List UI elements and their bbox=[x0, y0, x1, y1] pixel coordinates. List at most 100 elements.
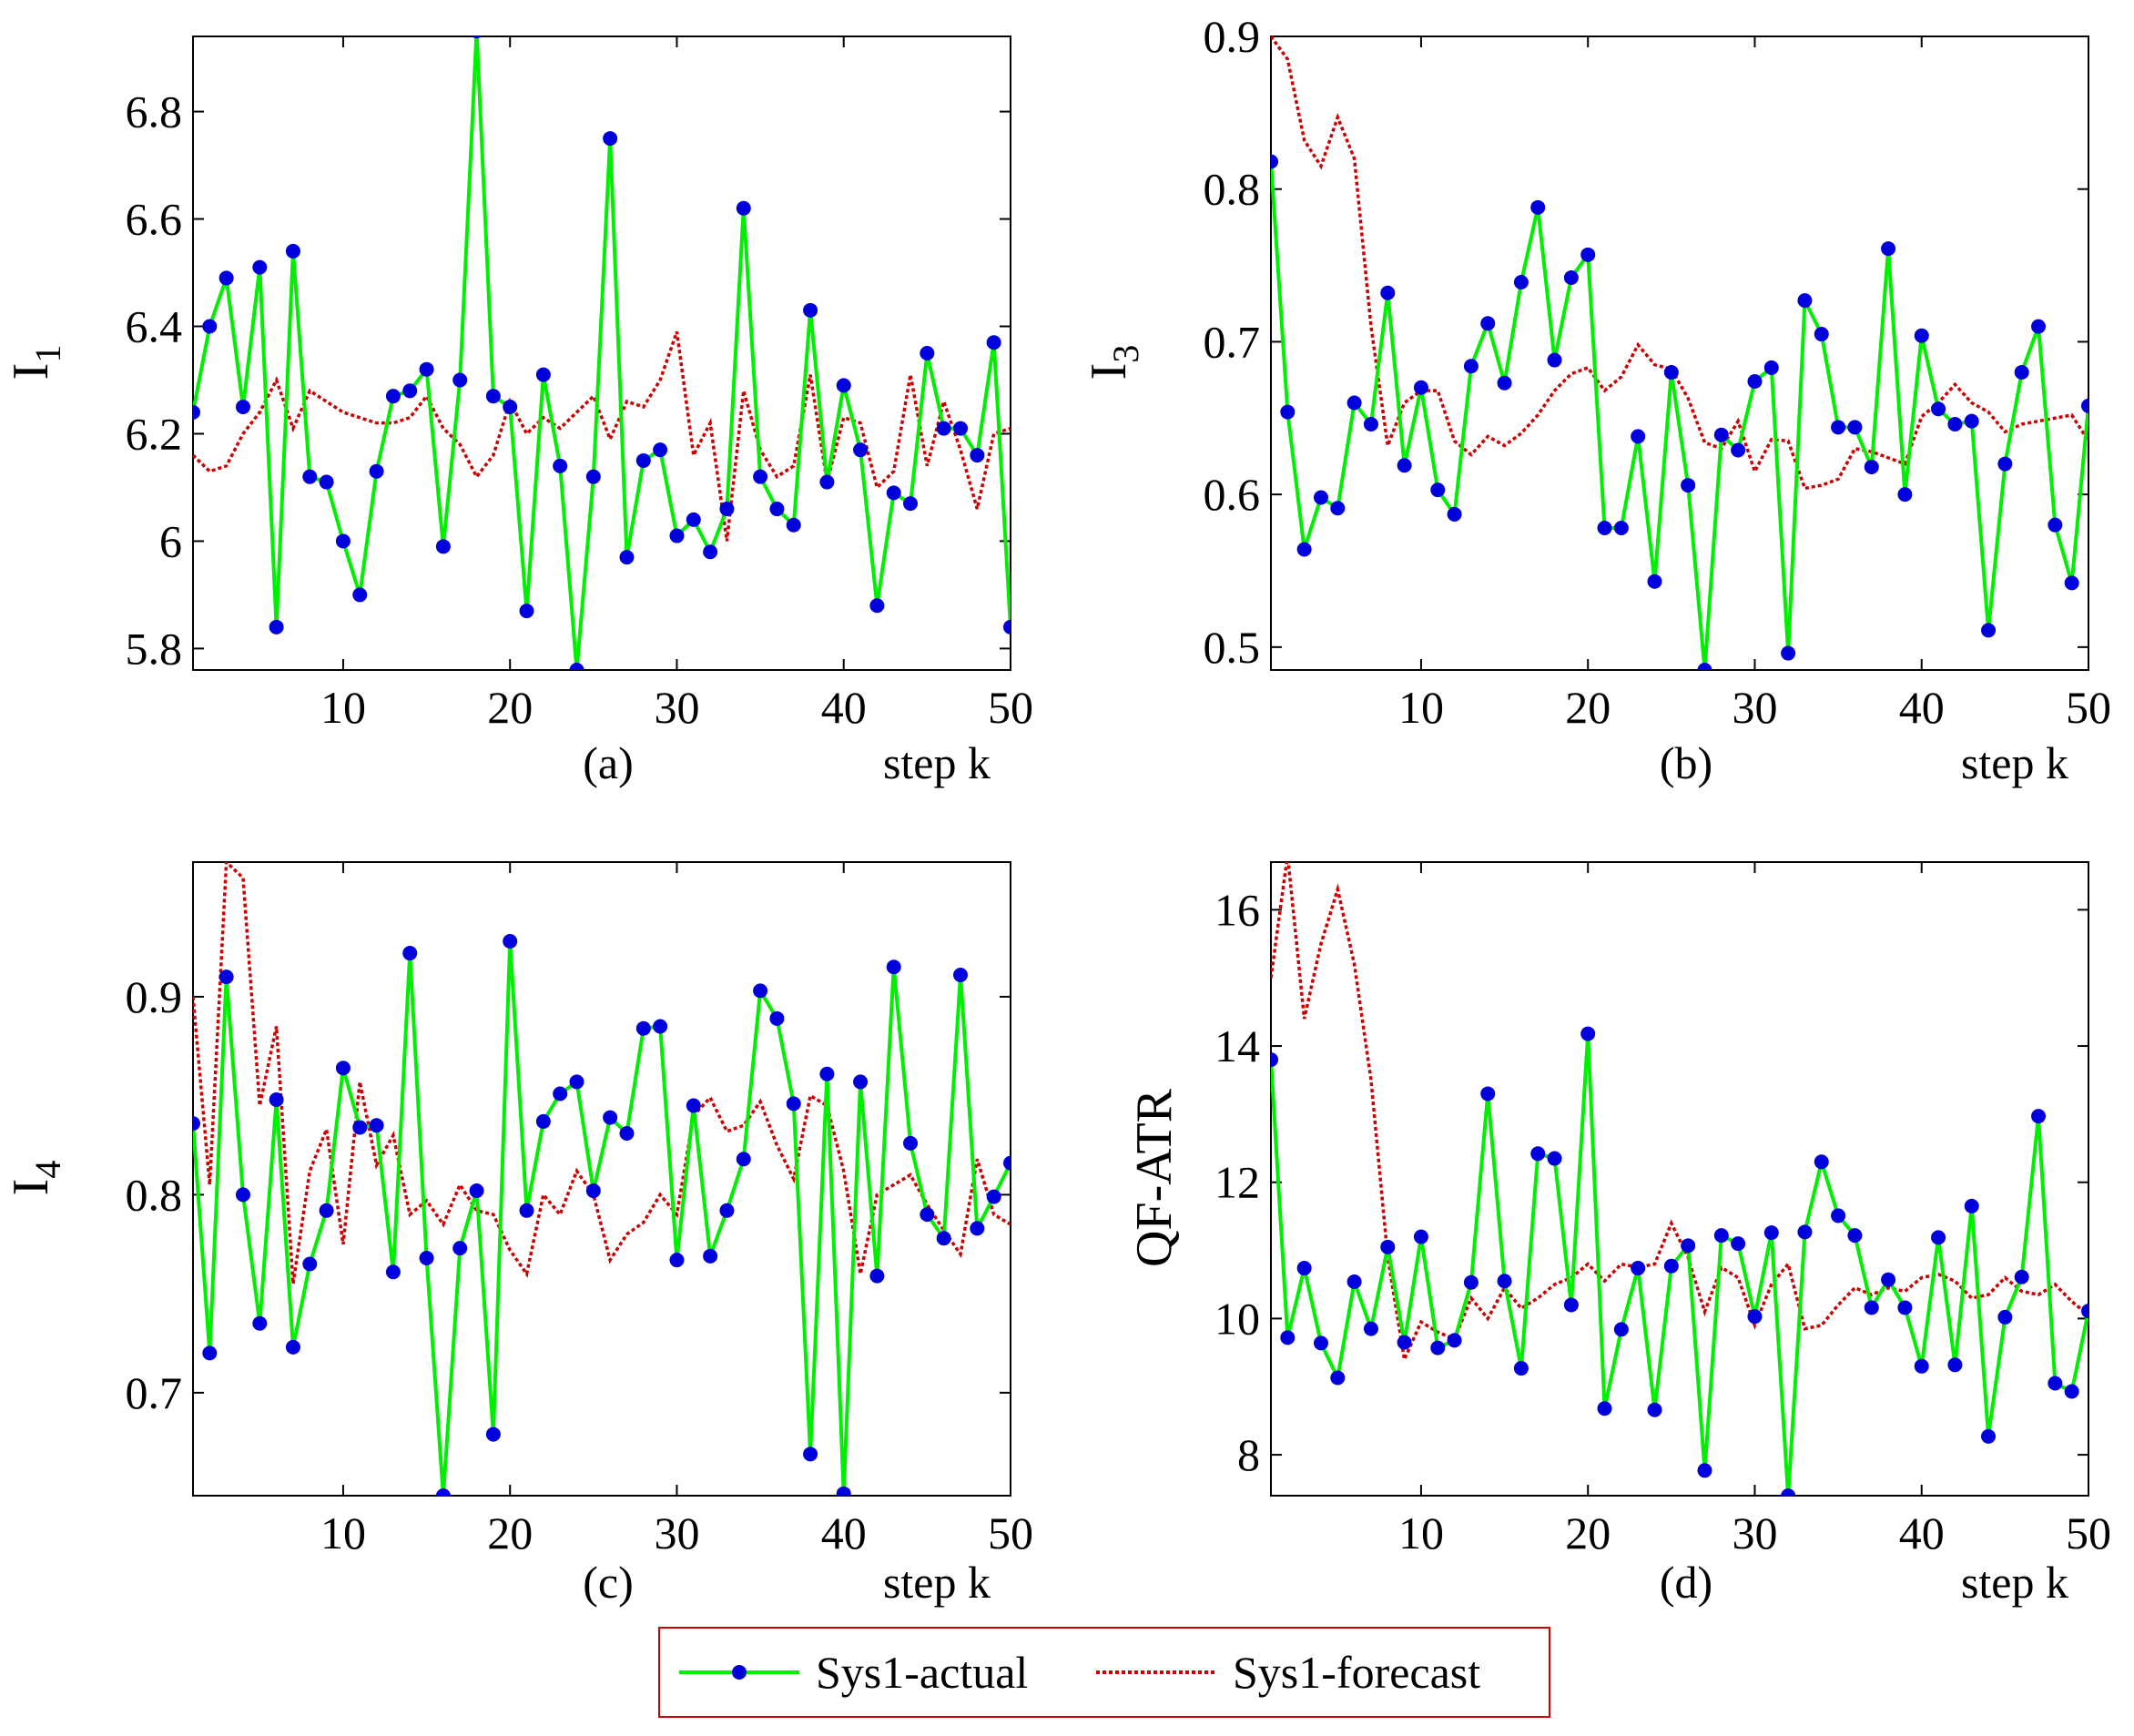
actual-point-b bbox=[1380, 285, 1396, 300]
actual-point-d bbox=[1363, 1321, 1378, 1336]
xtick-label-b: 10 bbox=[1398, 682, 1444, 733]
actual-point-d bbox=[1864, 1300, 1879, 1315]
axes-box-d bbox=[1270, 861, 2089, 1497]
actual-point-d bbox=[1763, 1225, 1779, 1241]
actual-point-b bbox=[1647, 574, 1662, 589]
actual-point-d bbox=[1597, 1401, 1612, 1416]
actual-point-c bbox=[686, 1098, 701, 1113]
actual-point-a bbox=[753, 469, 768, 484]
actual-point-a bbox=[803, 302, 818, 318]
actual-point-d bbox=[1747, 1309, 1763, 1325]
actual-point-d bbox=[1330, 1370, 1346, 1386]
actual-point-a bbox=[235, 399, 250, 414]
xtick-label-c: 50 bbox=[988, 1508, 1033, 1558]
actual-point-c bbox=[886, 959, 901, 975]
legend-actual-marker bbox=[732, 1665, 747, 1680]
series-group-b bbox=[1271, 36, 2088, 670]
actual-point-b bbox=[1497, 375, 1512, 391]
actual-point-a bbox=[669, 528, 685, 543]
xtick-label-b: 30 bbox=[1732, 682, 1777, 733]
legend-actual-label: Sys1-actual bbox=[816, 1647, 1028, 1698]
actual-point-b bbox=[1547, 352, 1562, 368]
actual-point-d bbox=[1271, 1052, 1278, 1068]
xtick-label-b: 40 bbox=[1899, 682, 1945, 733]
xtick-label-d: 20 bbox=[1565, 1508, 1611, 1558]
ytick-label-c: 0.7 bbox=[126, 1367, 183, 1418]
xtick-label-a: 10 bbox=[320, 682, 366, 733]
panel-d-label: (d) bbox=[1660, 1557, 1712, 1608]
xtick-label-a: 50 bbox=[988, 682, 1033, 733]
ytick-label-b: 0.8 bbox=[1204, 164, 1261, 215]
actual-point-c bbox=[936, 1231, 951, 1246]
actual-point-b bbox=[1763, 360, 1779, 375]
actual-point-d bbox=[1781, 1488, 1796, 1496]
actual-point-a bbox=[719, 502, 735, 517]
actual-point-d bbox=[1931, 1230, 1946, 1245]
actual-point-b bbox=[1296, 542, 1312, 557]
xtick-label-c: 20 bbox=[487, 1508, 533, 1558]
actual-point-a bbox=[703, 544, 718, 560]
panel-b-ylabel: I3 bbox=[1081, 345, 1146, 381]
actual-point-c bbox=[319, 1203, 334, 1218]
actual-point-c bbox=[803, 1447, 818, 1462]
actual-point-b bbox=[1747, 374, 1763, 390]
actual-point-c bbox=[953, 967, 969, 982]
actual-point-c bbox=[519, 1203, 534, 1218]
actual-point-b bbox=[1530, 199, 1546, 215]
actual-point-a bbox=[535, 367, 551, 382]
actual-point-a bbox=[819, 474, 835, 490]
actual-point-b bbox=[1413, 380, 1428, 395]
panel-a: I1 (a) step k bbox=[3, 345, 991, 788]
ytick-label-d: 14 bbox=[1214, 1020, 1260, 1071]
actual-point-d bbox=[1731, 1236, 1746, 1252]
actual-point-c bbox=[736, 1152, 751, 1167]
actual-point-d bbox=[2048, 1376, 2063, 1391]
actual-point-a bbox=[452, 372, 468, 388]
xtick-label-d: 40 bbox=[1899, 1508, 1945, 1558]
ytick-label-a: 6.2 bbox=[126, 408, 183, 459]
actual-point-b bbox=[1363, 416, 1378, 431]
actual-point-c bbox=[553, 1086, 568, 1101]
actual-point-b bbox=[2048, 517, 2063, 533]
actual-point-c bbox=[970, 1221, 985, 1236]
actual-point-c bbox=[352, 1120, 368, 1135]
actual-point-b bbox=[1271, 154, 1278, 169]
actual-point-b bbox=[1597, 521, 1612, 536]
actual-point-c bbox=[819, 1066, 835, 1081]
actual-line-c bbox=[193, 940, 1011, 1496]
actual-point-a bbox=[285, 243, 300, 259]
actual-point-d bbox=[1713, 1228, 1729, 1244]
actual-point-b bbox=[2064, 575, 2079, 591]
ytick-label-b: 0.5 bbox=[1204, 622, 1261, 673]
ytick-label-a: 6.6 bbox=[126, 194, 183, 245]
actual-point-a bbox=[503, 399, 518, 414]
xtick-label-a: 30 bbox=[654, 682, 699, 733]
actual-point-b bbox=[1397, 458, 1412, 473]
actual-point-a bbox=[435, 539, 451, 554]
actual-point-a bbox=[569, 663, 584, 670]
panel-b-xlabel: step k bbox=[1961, 737, 2068, 788]
actual-point-d bbox=[1480, 1086, 1496, 1101]
actual-point-d bbox=[1530, 1146, 1546, 1162]
forecast-line-d bbox=[1271, 862, 2088, 1365]
actual-point-d bbox=[1613, 1322, 1629, 1337]
xtick-label-d: 50 bbox=[2066, 1508, 2111, 1558]
actual-point-a bbox=[419, 361, 434, 377]
panel-c-label: (c) bbox=[583, 1557, 634, 1608]
xtick-label-c: 40 bbox=[821, 1508, 867, 1558]
actual-point-d bbox=[1563, 1297, 1579, 1313]
actual-point-b bbox=[1447, 506, 1462, 522]
actual-point-b bbox=[1897, 487, 1913, 503]
actual-point-c bbox=[302, 1256, 318, 1272]
actual-point-d bbox=[1814, 1154, 1829, 1170]
actual-point-c bbox=[202, 1345, 218, 1361]
actual-point-b bbox=[2031, 319, 2047, 334]
actual-point-a bbox=[786, 517, 801, 533]
actual-point-a bbox=[936, 421, 951, 436]
panel-d: QF-ATR (d) step k bbox=[1126, 1088, 2068, 1608]
actual-point-c bbox=[753, 983, 768, 999]
actual-point-a bbox=[519, 604, 534, 619]
ytick-label-c: 0.9 bbox=[126, 971, 183, 1022]
actual-point-a bbox=[653, 442, 668, 458]
panel-d-xlabel: step k bbox=[1961, 1557, 2068, 1608]
